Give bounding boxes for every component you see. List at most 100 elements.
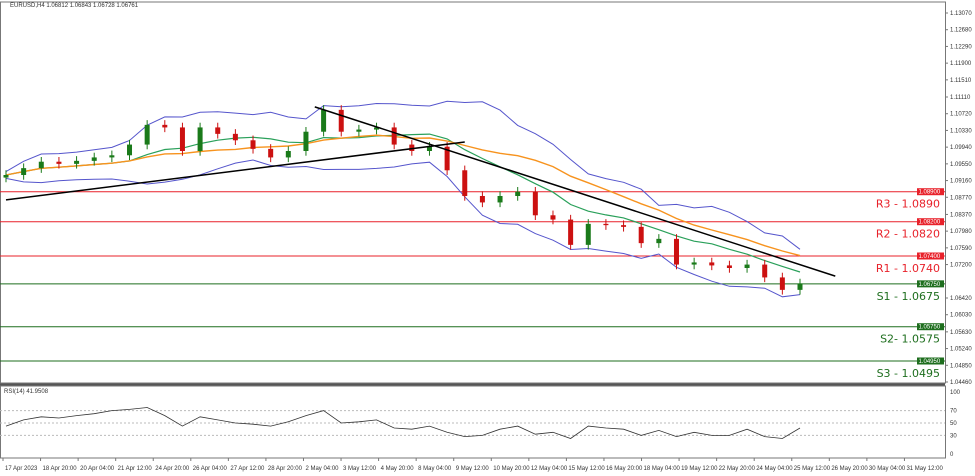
candle-body xyxy=(621,225,627,227)
candle-body xyxy=(338,109,344,132)
candle-body xyxy=(709,262,715,266)
x-tick-label: 17 Apr 2023 xyxy=(5,466,38,472)
y-tick-label: 1.09940 xyxy=(950,145,972,151)
y-tick-label: 1.12290 xyxy=(950,44,972,50)
candle-body xyxy=(303,131,309,151)
candle-body xyxy=(56,161,62,164)
chart-header: EURUSD,H4 1.06812 1.06843 1.06728 1.0676… xyxy=(10,3,139,9)
moving-average-fast xyxy=(5,133,801,273)
candle-body xyxy=(38,161,44,169)
level-price-tag xyxy=(917,323,944,331)
level-label: R1 - 1.0740 xyxy=(876,262,940,275)
level-price-tag xyxy=(917,357,944,365)
moving-average-slow xyxy=(5,134,801,257)
x-tick-label: 27 Apr 12:00 xyxy=(230,466,265,472)
candle-body xyxy=(374,127,380,130)
x-tick-label: 31 May 12:00 xyxy=(906,466,943,472)
rsi-tick-label: 30 xyxy=(950,433,957,439)
y-tick-label: 1.10330 xyxy=(950,128,972,134)
level-price-tag-text: 1.05750 xyxy=(919,325,941,331)
candle-body xyxy=(268,148,274,158)
y-tick-label: 1.13070 xyxy=(950,11,972,17)
candle-body xyxy=(515,191,521,196)
rsi-tick-label: 50 xyxy=(950,421,957,427)
x-tick-label: 28 Apr 20:00 xyxy=(268,466,303,472)
rsi-header: RSI(14) 41.9508 xyxy=(4,389,49,395)
y-tick-label: 1.09550 xyxy=(950,162,972,168)
y-tick-label: 1.05240 xyxy=(950,347,972,353)
level-price-tag xyxy=(917,252,944,260)
candle-body xyxy=(426,146,432,151)
x-tick-label: 30 May 04:00 xyxy=(869,466,906,472)
y-tick-label: 1.07200 xyxy=(950,263,972,269)
y-tick-label: 1.04460 xyxy=(950,380,972,386)
candle-body xyxy=(409,144,415,151)
y-tick-label: 1.11110 xyxy=(950,95,971,101)
rsi-panel-frame xyxy=(0,385,946,459)
candle-body xyxy=(762,264,768,278)
x-tick-label: 26 May 20:00 xyxy=(831,466,868,472)
candle-body xyxy=(179,127,185,151)
candle-body xyxy=(127,144,133,156)
x-tick-label: 24 May 04:00 xyxy=(756,466,793,472)
candle-body xyxy=(550,215,556,220)
candle-body xyxy=(744,264,750,268)
level-price-tag-text: 1.08900 xyxy=(919,190,941,196)
candle-body xyxy=(21,168,27,175)
candle-body xyxy=(585,223,591,245)
level-label: R2 - 1.0820 xyxy=(876,228,940,241)
candle-body xyxy=(603,223,609,226)
x-tick-label: 26 Apr 04:00 xyxy=(193,466,228,472)
level-price-tag-text: 1.08200 xyxy=(919,220,941,226)
x-tick-label: 2 May 04:00 xyxy=(305,466,339,472)
level-price-tag-text: 1.07400 xyxy=(919,254,941,260)
x-tick-label: 9 May 12:00 xyxy=(456,466,490,472)
candle-body xyxy=(532,191,538,216)
rsi-tick-label: 70 xyxy=(950,409,957,415)
rsi-tick-label: 100 xyxy=(950,390,961,396)
y-tick-label: 1.10720 xyxy=(950,112,972,118)
y-tick-label: 1.09160 xyxy=(950,179,972,185)
y-tick-label: 1.11510 xyxy=(950,78,972,84)
level-price-tag xyxy=(917,280,944,288)
x-tick-label: 4 May 20:00 xyxy=(381,466,415,472)
y-tick-label: 1.12680 xyxy=(950,28,972,34)
candle-body xyxy=(197,127,203,151)
trendline-uptrend xyxy=(5,141,465,201)
candle-body xyxy=(109,155,115,158)
candle-body xyxy=(656,238,662,244)
x-tick-label: 18 Apr 20:00 xyxy=(43,466,78,472)
candle-body xyxy=(462,170,468,196)
candle-body xyxy=(250,140,256,149)
x-tick-label: 12 May 04:00 xyxy=(531,466,568,472)
x-tick-label: 8 May 04:00 xyxy=(418,466,452,472)
level-label: S3 - 1.0495 xyxy=(877,367,940,380)
y-tick-label: 1.08370 xyxy=(950,212,972,218)
x-tick-label: 10 May 20:00 xyxy=(493,466,530,472)
candle-body xyxy=(91,157,97,161)
y-tick-label: 1.08770 xyxy=(950,195,972,201)
candle-body xyxy=(321,109,327,132)
y-tick-label: 1.05630 xyxy=(950,330,972,336)
level-label: S2- 1.0575 xyxy=(880,333,940,346)
candle-body xyxy=(232,133,238,141)
candle-body xyxy=(779,277,785,290)
x-tick-label: 22 May 20:00 xyxy=(719,466,756,472)
x-tick-label: 16 May 20:00 xyxy=(606,466,643,472)
y-tick-label: 1.04850 xyxy=(950,363,972,369)
price-panel-frame xyxy=(0,1,946,384)
x-tick-label: 25 May 12:00 xyxy=(794,466,831,472)
x-tick-label: 18 May 04:00 xyxy=(644,466,681,472)
rsi-line xyxy=(5,407,801,439)
candle-body xyxy=(568,219,574,245)
x-tick-label: 19 May 12:00 xyxy=(681,466,718,472)
bollinger-upper xyxy=(5,100,801,250)
candle-body xyxy=(356,129,362,132)
y-tick-label: 1.06420 xyxy=(950,296,972,302)
level-price-tag-text: 1.06750 xyxy=(919,282,941,288)
x-tick-label: 15 May 12:00 xyxy=(568,466,605,472)
level-price-tag-text: 1.04950 xyxy=(919,359,941,365)
candle-body xyxy=(497,196,503,203)
level-label: S1 - 1.0675 xyxy=(877,290,940,303)
